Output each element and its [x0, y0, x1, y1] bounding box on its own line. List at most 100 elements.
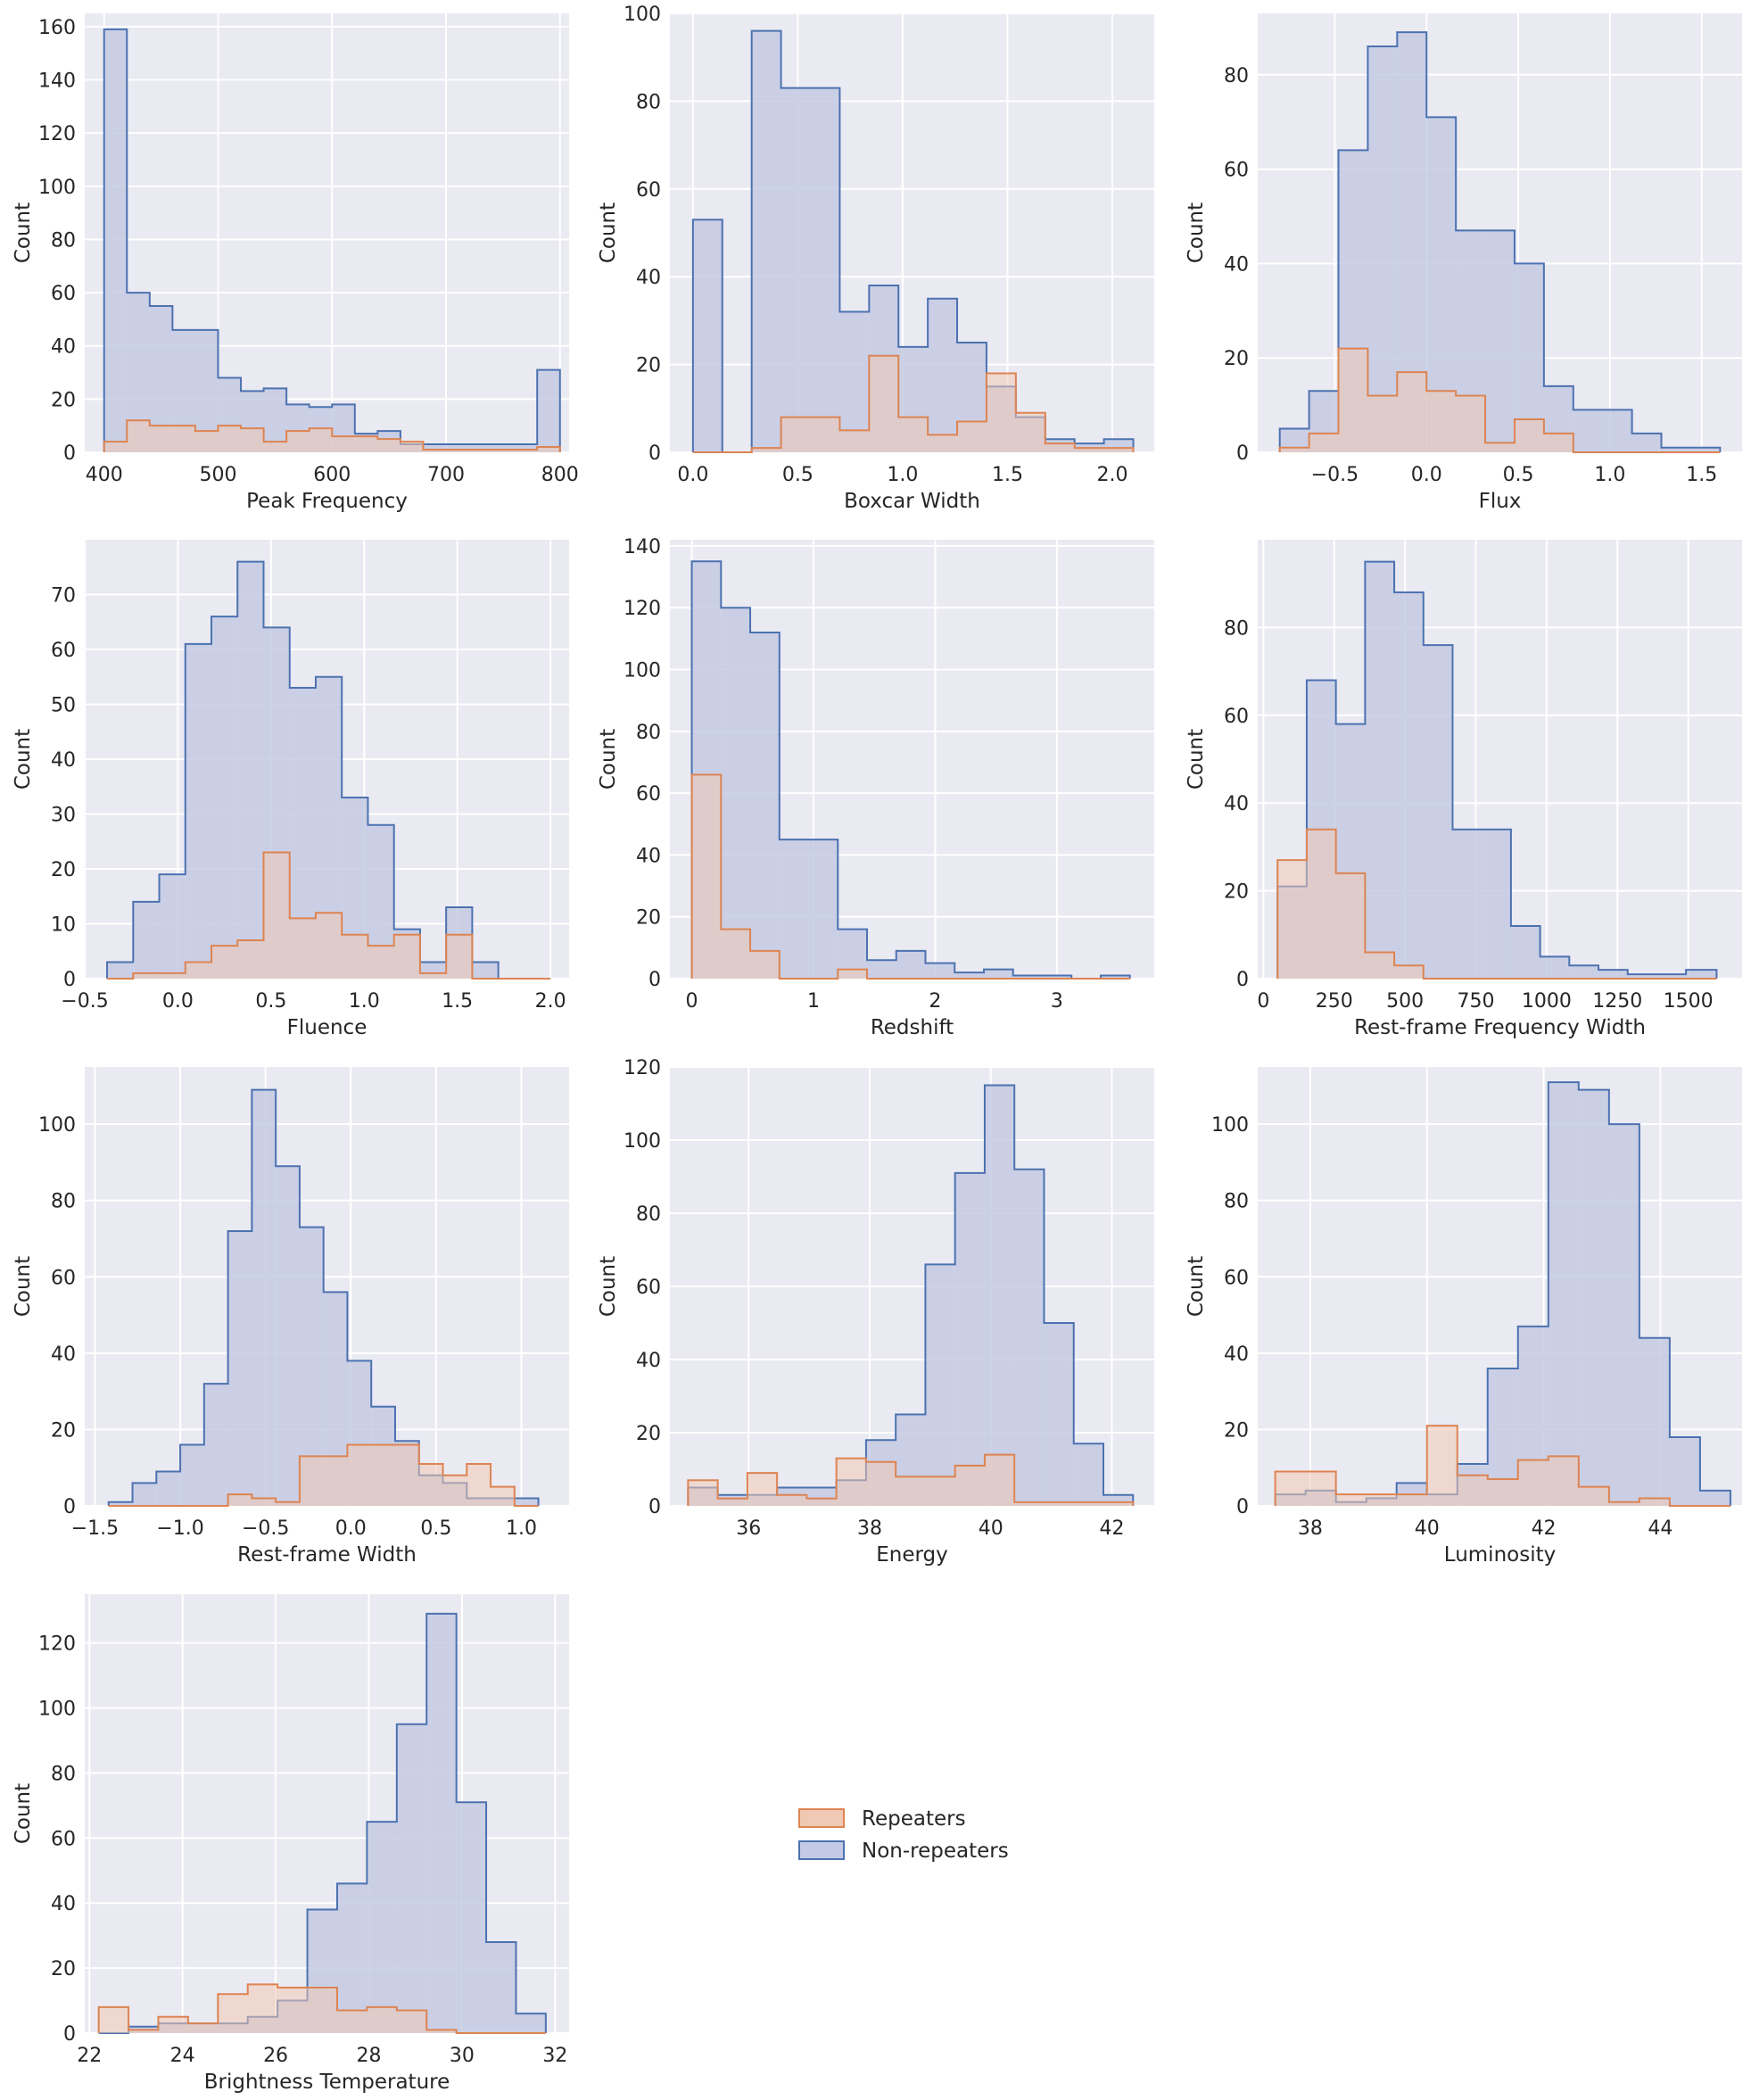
histogram-panel-3: −0.5 0.0 0.5 1.0 1.5 0 20 40 60 80 Flux Count [1185, 13, 1742, 513]
bar-repeaters [307, 1987, 337, 2033]
bar-nonrepeaters [954, 1172, 985, 1506]
bar-nonrepeaters [456, 1802, 487, 2033]
step-outline-repeaters [108, 1443, 539, 1507]
bar-repeaters [1073, 1501, 1103, 1506]
bar-nonrepeaters [692, 219, 723, 453]
y-tick-label: 80 [51, 1191, 76, 1213]
y-tick-label: 0 [63, 442, 76, 465]
bar-repeaters [446, 450, 469, 452]
bar-repeaters [419, 972, 447, 979]
bar-repeaters [986, 373, 1016, 452]
bar-repeaters [309, 428, 333, 452]
bar-repeaters [133, 972, 160, 979]
bar-repeaters [721, 929, 751, 979]
bar-nonrepeaters [486, 1941, 516, 2033]
x-tick-label: 1000 [1522, 990, 1572, 1013]
y-tick-label: 40 [51, 336, 76, 359]
bar-nonrepeaters [132, 1483, 157, 1506]
y-tick-label: 0 [1236, 969, 1249, 991]
x-tick-label: 1250 [1592, 990, 1642, 1013]
bar-repeaters [1456, 395, 1486, 452]
bar-repeaters [865, 1461, 896, 1506]
bar-repeaters [218, 1994, 248, 2033]
y-tick-label: 0 [1236, 442, 1249, 465]
x-tick-label: 0 [1257, 990, 1269, 1013]
y-tick-label: 60 [1224, 1267, 1249, 1289]
series-repeaters [690, 773, 1130, 980]
bar-repeaters [394, 1444, 419, 1506]
step-outline-nonrepeaters [690, 560, 1131, 980]
bar-nonrepeaters [1661, 447, 1691, 452]
y-axis-label: Count [12, 1783, 35, 1844]
bar-repeaters [839, 430, 870, 452]
bar-repeaters [1517, 1459, 1549, 1506]
y-tick-label: 40 [51, 1893, 76, 1915]
y-tick-label: 0 [63, 2023, 76, 2046]
x-tick-label: −0.5 [61, 990, 108, 1013]
y-tick-label: 30 [51, 805, 76, 827]
step-outline-nonrepeaters [691, 29, 1135, 453]
y-axis-label: Count [1185, 1256, 1208, 1317]
bar-repeaters [252, 1498, 277, 1506]
bar-repeaters [1335, 872, 1366, 979]
y-tick-label: 20 [51, 1419, 76, 1442]
bar-nonrepeaters [925, 963, 955, 979]
bar-nonrepeaters [1540, 956, 1570, 979]
bar-repeaters [777, 1494, 807, 1506]
y-tick-label: 160 [38, 17, 76, 39]
bar-repeaters [442, 1475, 467, 1506]
x-axis-label: Peak Frequency [246, 490, 408, 513]
bar-nonrepeaters [839, 311, 870, 452]
histogram-panel-5: 0 1 2 3 0 20 40 60 80 100 120 140 Redshift Count [597, 536, 1154, 1039]
x-tick-label: 800 [541, 464, 579, 486]
bar-repeaters [1103, 448, 1134, 452]
bar-repeaters [491, 450, 515, 452]
bar-repeaters [336, 2010, 368, 2033]
y-tick-label: 120 [38, 123, 76, 145]
bar-nonrepeaters [1699, 1490, 1730, 1506]
bar-repeaters [810, 417, 840, 452]
y-axis-label: Count [12, 1256, 35, 1317]
bar-nonrepeaters [1365, 561, 1395, 979]
series-repeaters [97, 1983, 546, 2034]
bar-repeaters [1306, 829, 1336, 979]
bar-nonrepeaters [276, 1166, 300, 1506]
bar-nonrepeaters [426, 1613, 457, 2033]
y-tick-label: 20 [1224, 881, 1249, 904]
bar-repeaters [1394, 965, 1424, 979]
bar-nonrepeaters [1598, 970, 1628, 979]
bar-repeaters [241, 428, 264, 452]
x-tick-label: 2 [929, 990, 941, 1013]
bar-nonrepeaters [367, 1822, 397, 2033]
bar-repeaters [128, 2030, 159, 2033]
histogram-panel-9: 38 40 42 44 0 20 40 60 80 100 Luminosity Count [1185, 1067, 1742, 1567]
y-tick-label: 40 [51, 1344, 76, 1366]
series-nonrepeaters [106, 560, 551, 980]
y-tick-label: 20 [51, 389, 76, 411]
bar-nonrepeaters [750, 632, 780, 979]
y-tick-label: 20 [636, 1423, 661, 1445]
y-tick-label: 40 [1224, 793, 1249, 815]
bar-repeaters [1275, 1471, 1306, 1506]
x-tick-label: 30 [450, 2045, 475, 2067]
bar-repeaters [898, 417, 929, 452]
x-tick-label: −1.0 [156, 1517, 203, 1540]
histogram-panel-4: −0.5 0.0 0.5 1.0 1.5 2.0 0 10 20 30 40 50 60 70 Fluenc… [12, 540, 569, 1039]
bar-repeaters [367, 2006, 397, 2033]
bar-nonrepeaters [1656, 974, 1687, 979]
x-tick-label: −0.5 [242, 1517, 289, 1540]
bar-repeaters [1015, 412, 1045, 452]
series-repeaters [692, 354, 1135, 453]
bar-nonrepeaters [336, 1883, 368, 2033]
y-tick-label: 40 [636, 267, 661, 289]
y-tick-label: 80 [636, 722, 661, 744]
bar-repeaters [1514, 418, 1544, 452]
y-tick-label: 60 [51, 283, 76, 305]
x-tick-label: 1.5 [442, 990, 473, 1013]
x-tick-label: 2.0 [1096, 464, 1127, 486]
y-tick-label: 100 [624, 660, 661, 682]
y-tick-label: 60 [51, 640, 76, 662]
x-tick-label: 1.0 [349, 990, 380, 1013]
bar-nonrepeaters [721, 608, 751, 979]
bar-repeaters [400, 442, 424, 452]
